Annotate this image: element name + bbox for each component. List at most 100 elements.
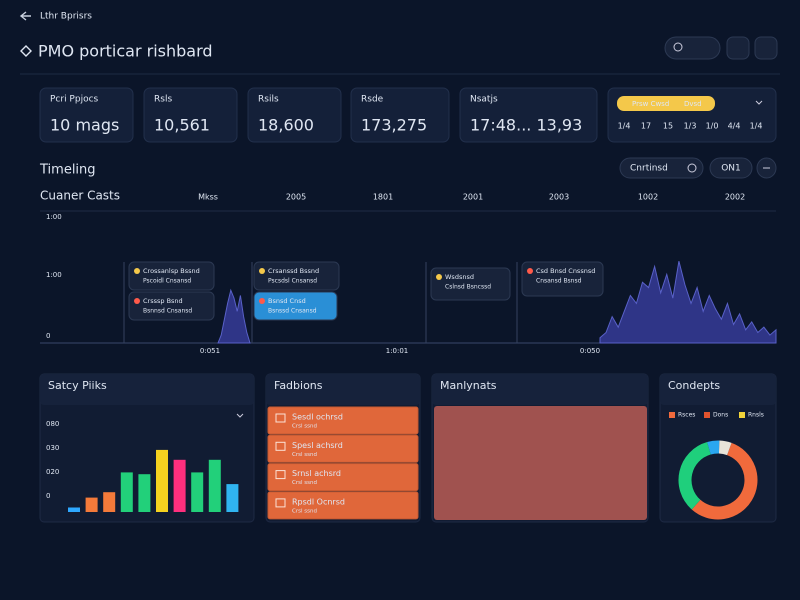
- column-label: 2003: [549, 193, 569, 202]
- event-sub: Bsnssd Cnsansd: [268, 308, 317, 315]
- list-title: Srnsl achsrd: [292, 469, 341, 478]
- list-title: Sesdl ochrsd: [292, 413, 343, 422]
- list-icon: [275, 441, 286, 451]
- timeline-button[interactable]: [619, 157, 704, 179]
- list-icon: [275, 470, 286, 480]
- bar: [156, 449, 168, 512]
- event-card[interactable]: [430, 267, 511, 301]
- kpi-label: Nsatjs: [470, 95, 498, 105]
- event-card[interactable]: [253, 261, 340, 291]
- event-dot: [436, 274, 442, 280]
- event-sub: Bsnnsd Cnsansd: [143, 308, 192, 315]
- search-icon: [673, 42, 683, 52]
- event-title: Crsssp Bsnd: [143, 297, 183, 305]
- event-card[interactable]: [128, 291, 215, 321]
- y-label: 1:00: [46, 213, 62, 221]
- y-label: 1:00: [46, 271, 62, 279]
- event-title: Wsdsnsd: [445, 273, 474, 281]
- event-card[interactable]: [128, 261, 215, 291]
- y-label: 080: [46, 420, 59, 428]
- activity-peaks: [599, 261, 777, 344]
- donut-segment: [678, 442, 712, 510]
- kpi-value: 18,600: [258, 116, 314, 135]
- event-dot: [527, 268, 533, 274]
- column-label: 2002: [725, 193, 745, 202]
- list-sub: Crsl ssnd: [292, 424, 317, 430]
- panel-title: Satcy Piiks: [48, 379, 107, 392]
- event-title: Crsanssd Bssnd: [268, 267, 319, 275]
- event-title: Csd Bnsd Cnssnsd: [536, 267, 595, 275]
- bar: [85, 497, 98, 512]
- event-card[interactable]: [521, 261, 604, 297]
- kpi-label: Rsils: [258, 95, 279, 105]
- bar: [191, 472, 204, 512]
- donut-segment: [718, 440, 732, 456]
- legend-swatch: [704, 412, 710, 418]
- kpi-label: Rsde: [361, 95, 384, 105]
- diamond-icon: [20, 45, 32, 57]
- list-item[interactable]: [267, 491, 419, 520]
- list-sub: Crsl ssnd: [292, 508, 317, 514]
- event-sub: Cnsansd Bsnsd: [536, 278, 582, 285]
- panel-header: [660, 374, 776, 405]
- calendar-tag[interactable]: [617, 96, 715, 111]
- list-item[interactable]: [267, 463, 419, 492]
- kpi-card: [39, 87, 134, 143]
- icon-button[interactable]: [726, 36, 750, 60]
- donut-segment: [691, 442, 758, 520]
- column-label: 1002: [638, 193, 658, 202]
- back-icon[interactable]: [19, 11, 31, 21]
- x-label: 0:051: [200, 347, 220, 355]
- event-title: Crossanlsp Bssnd: [143, 267, 200, 275]
- timeline-button-text: ON1: [721, 164, 741, 174]
- event-dot: [134, 298, 140, 304]
- kpi-card: [143, 87, 238, 143]
- panel-chevron[interactable]: [236, 413, 244, 418]
- calendar-chevron[interactable]: [755, 100, 763, 105]
- calendar-day: 15: [663, 122, 673, 131]
- list-sub: Crsl ssnd: [292, 452, 317, 458]
- y-label: 020: [46, 468, 59, 476]
- y-label: 0: [46, 332, 50, 340]
- bar: [120, 472, 133, 512]
- legend-swatch: [739, 412, 745, 418]
- search-pill[interactable]: [664, 36, 721, 60]
- kpi-card: [459, 87, 598, 143]
- timeline-subtitle: Cuaner Casts: [40, 189, 120, 203]
- icon-button[interactable]: [754, 36, 778, 60]
- list-sub: Crsl ssnd: [292, 480, 317, 486]
- timeline-button[interactable]: [709, 157, 753, 179]
- event-sub: Cslnsd Bsncssd: [445, 284, 491, 291]
- kpi-value: 10,561: [154, 116, 210, 135]
- list-title: Rpsdl Ocnrsd: [292, 497, 345, 506]
- panel-header: [40, 374, 254, 405]
- column-label: 2001: [463, 193, 483, 202]
- x-label: 0:050: [580, 347, 600, 355]
- x-label: 1:0:01: [386, 347, 409, 355]
- legend-label: Rnsls: [748, 412, 764, 419]
- activity-peak: [217, 288, 251, 344]
- list-item[interactable]: [267, 434, 419, 463]
- legend-swatch: [669, 412, 675, 418]
- panel-header: [432, 374, 648, 405]
- kpi-card: [350, 87, 450, 143]
- kpi-label: Pcri Ppjocs: [50, 95, 99, 105]
- event-card[interactable]: [253, 291, 338, 321]
- timeline-button-icon: [687, 163, 697, 173]
- list-item[interactable]: [267, 406, 419, 435]
- event-sub: Pscoidl Cnsansd: [143, 278, 191, 285]
- calendar-day: 1/4: [618, 122, 631, 131]
- kpi-card: [247, 87, 342, 143]
- list-icon: [275, 413, 286, 423]
- legend-label: Dons: [713, 412, 728, 419]
- list-title: Spesl achsrd: [292, 441, 343, 450]
- calendar-tag-text: Prsw Cwsd: [632, 100, 669, 108]
- event-title: Bsnsd Cnsd: [268, 297, 306, 305]
- kpi-label: Rsls: [154, 95, 172, 105]
- kpi-value: 173,275: [361, 116, 427, 135]
- breadcrumb: Lthr Bprisrs: [40, 12, 92, 22]
- bar: [226, 484, 239, 512]
- panel-title: Manlynats: [440, 379, 497, 392]
- bar: [103, 492, 116, 512]
